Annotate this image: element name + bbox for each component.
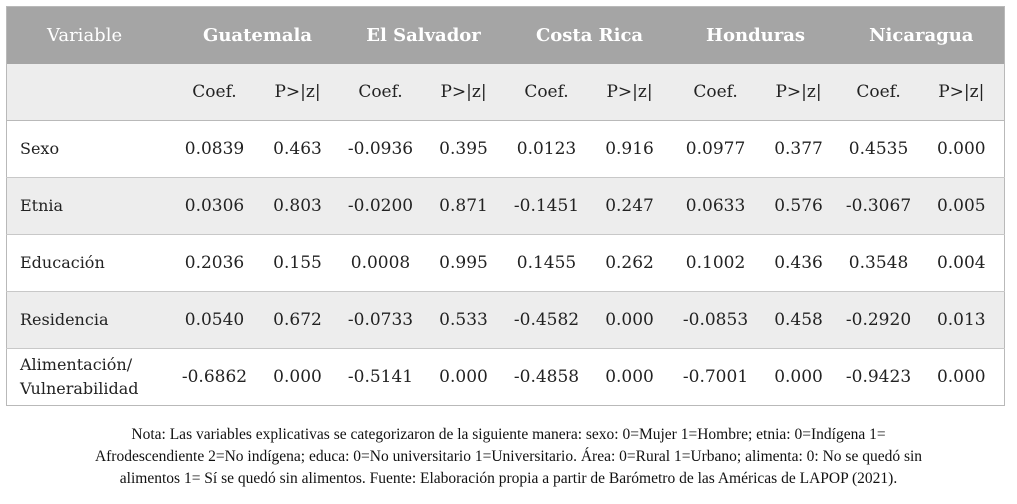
row-variable-name: Residencia [6,291,175,349]
note-line: Afrodescendiente 2=No indígena; educa: 0… [94,448,923,465]
coef-cell: -0.9423 [838,348,919,406]
pvalue-cell: 0.000 [918,348,1005,406]
coef-cell: -0.1451 [506,177,587,235]
coef-cell: -0.5141 [340,348,421,406]
row-variable-name-part: Sexo [20,139,60,158]
pvalue-cell: 0.005 [918,177,1005,235]
subheader-coef: Coef. [672,64,759,121]
pvalue-cell: 0.013 [918,291,1005,349]
note-line: Nota: Las variables explicativas se cate… [131,426,886,443]
coef-cell: 0.0306 [174,177,255,235]
subheader-pvalue: P>|z| [758,64,839,121]
table-row: Sexo 0.0839 0.463 -0.0936 0.395 0.0123 0.916 0.… [6,120,1005,178]
row-variable-name-part: Educación [20,253,105,272]
pvalue-cell: 0.463 [254,120,341,178]
country-header-honduras: Honduras [672,6,839,64]
pvalue-cell: 0.458 [758,291,839,349]
coef-cell: 0.0839 [174,120,255,178]
coef-cell: -0.0200 [340,177,421,235]
pvalue-cell: 0.004 [918,234,1005,292]
pvalue-cell: 0.803 [254,177,341,235]
coef-cell: 0.0977 [672,120,759,178]
subheader-pvalue: P>|z| [420,64,507,121]
country-header-guatemala: Guatemala [174,6,341,64]
coef-cell: 0.4535 [838,120,919,178]
pvalue-cell: 0.247 [586,177,673,235]
pvalue-cell: 0.155 [254,234,341,292]
pvalue-cell: 0.000 [758,348,839,406]
table-note: Nota: Las variables explicativas se cate… [0,424,1017,490]
country-header-nicaragua: Nicaragua [838,6,1005,64]
row-variable-name-part: Etnia [20,196,64,215]
coef-cell: 0.0540 [174,291,255,349]
country-header-el-salvador: El Salvador [340,6,507,64]
variable-header: Variable [6,6,175,64]
row-variable-name: Educación [6,234,175,292]
row-variable-name-part: Residencia [20,310,109,329]
coef-cell: -0.3067 [838,177,919,235]
pvalue-cell: 0.436 [758,234,839,292]
row-variable-name: Alimentación/Vulnerabilidad [6,348,175,406]
pvalue-cell: 0.000 [254,348,341,406]
subheader-empty [6,64,175,121]
coef-cell: -0.6862 [174,348,255,406]
pvalue-cell: 0.000 [586,348,673,406]
table-row: Educación 0.2036 0.155 0.0008 0.995 0.1455 0.2… [6,234,1005,292]
pvalue-cell: 0.576 [758,177,839,235]
pvalue-cell: 0.672 [254,291,341,349]
coef-cell: -0.0733 [340,291,421,349]
pvalue-cell: 0.262 [586,234,673,292]
pvalue-cell: 0.871 [420,177,507,235]
coef-cell: -0.2920 [838,291,919,349]
pvalue-cell: 0.995 [420,234,507,292]
pvalue-cell: 0.000 [420,348,507,406]
row-variable-name-part: Alimentación/ [20,355,133,374]
pvalue-cell: 0.916 [586,120,673,178]
table-row: Residencia 0.0540 0.672 -0.0733 0.533 -0.4582… [6,291,1005,349]
row-variable-name: Etnia [6,177,175,235]
pvalue-cell: 0.395 [420,120,507,178]
row-variable-name-part: Vulnerabilidad [20,379,139,398]
coef-cell: -0.0936 [340,120,421,178]
subheader-coef: Coef. [506,64,587,121]
coef-cell: 0.0123 [506,120,587,178]
table-row: Alimentación/Vulnerabilidad -0.6862 0.000-… [6,348,1005,406]
coef-cell: -0.7001 [672,348,759,406]
coef-cell: 0.2036 [174,234,255,292]
subheader-coef: Coef. [174,64,255,121]
coef-cell: -0.4582 [506,291,587,349]
pvalue-cell: 0.377 [758,120,839,178]
note-line: alimentos 1= Sí se quedó sin alimentos. … [119,470,898,487]
subheader-coef: Coef. [838,64,919,121]
country-header-costa-rica: Costa Rica [506,6,673,64]
pvalue-cell: 0.000 [586,291,673,349]
table-row: Etnia 0.0306 0.803 -0.0200 0.871 -0.1451 0.247… [6,177,1005,235]
subheader-pvalue: P>|z| [586,64,673,121]
table-body: Sexo 0.0839 0.463 -0.0936 0.395 0.0123 0.916 0.… [6,120,1005,406]
country-header-row: Variable Guatemala El Salvador Costa Ric… [6,6,1005,64]
coef-cell: 0.3548 [838,234,919,292]
coef-cell: 0.1455 [506,234,587,292]
subheader-coef: Coef. [340,64,421,121]
regression-table-container: Variable Guatemala El Salvador Costa Ric… [6,6,1006,406]
pvalue-cell: 0.000 [918,120,1005,178]
coef-cell: -0.4858 [506,348,587,406]
subheader-pvalue: P>|z| [254,64,341,121]
subheader-pvalue: P>|z| [918,64,1005,121]
row-variable-name: Sexo [6,120,175,178]
coef-cell: 0.1002 [672,234,759,292]
regression-table: Variable Guatemala El Salvador Costa Ric… [6,6,1006,406]
coef-cell: -0.0853 [672,291,759,349]
coef-cell: 0.0633 [672,177,759,235]
subheader-row: Coef. P>|z| Coef. P>|z| Coef. P>|z| Coef… [6,64,1005,121]
coef-cell: 0.0008 [340,234,421,292]
pvalue-cell: 0.533 [420,291,507,349]
